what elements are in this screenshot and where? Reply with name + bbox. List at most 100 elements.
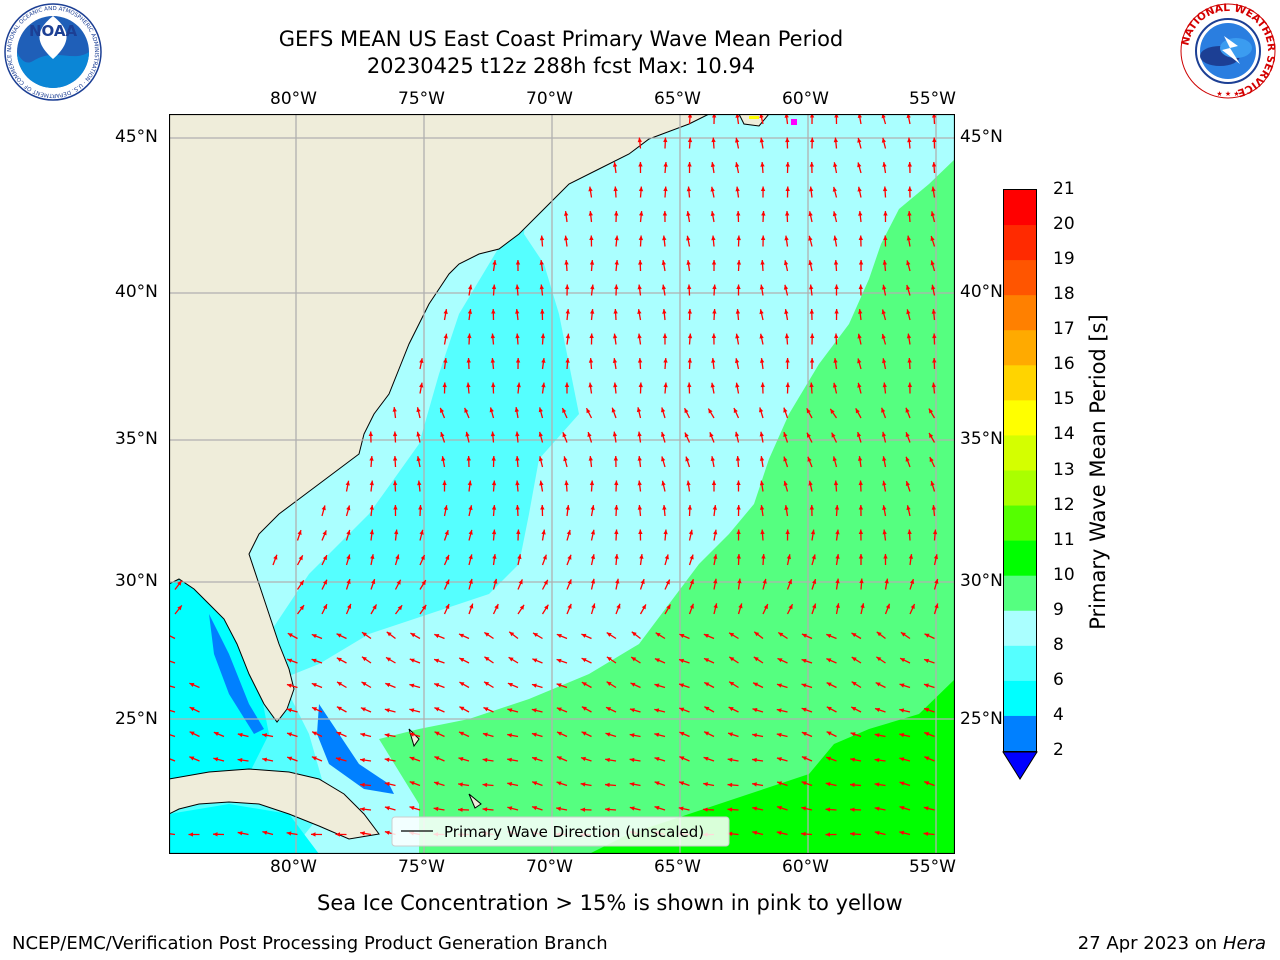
wave-arrow-head [410, 633, 416, 638]
wave-arrow-head [850, 757, 856, 762]
wave-arrow-head [606, 681, 612, 686]
wave-arrow-head [556, 634, 562, 639]
wave-arrow-head [614, 260, 619, 265]
wave-arrow-head [654, 781, 660, 786]
wave-arrow-head [468, 505, 473, 511]
wave-arrow-head [760, 260, 765, 265]
wave-arrow-head [466, 382, 471, 388]
colorbar-tick-label: 19 [1053, 249, 1075, 270]
colorbar-tick-label: 21 [1053, 179, 1075, 199]
wave-arrow-head [361, 632, 367, 637]
wave-arrow-head [384, 781, 390, 787]
wave-arrow-head [565, 284, 570, 290]
wave-arrow-head [565, 333, 571, 339]
wave-arrow-head [640, 579, 645, 585]
wave-arrow-head [934, 603, 939, 609]
wave-arrow-head [906, 505, 911, 511]
wave-arrow-head [606, 632, 612, 637]
wave-arrow-head [737, 578, 742, 584]
wave-arrow-head [541, 382, 546, 388]
wave-arrow-head [581, 706, 587, 711]
wave-arrow-head [540, 333, 546, 339]
wave-arrow-head [785, 211, 790, 216]
wave-arrow-head [538, 431, 543, 437]
colorbar-cell [1003, 435, 1037, 471]
wave-arrow-head [654, 732, 660, 737]
wave-arrow-head [384, 733, 390, 738]
wave-arrow-head [386, 631, 392, 637]
wave-arrow-head [875, 682, 881, 687]
wave-arrow-head [360, 732, 366, 737]
wave-arrow-head [509, 631, 515, 637]
colorbar-tick-label: 15 [1053, 389, 1075, 410]
wave-arrow-head [516, 529, 521, 535]
wave-arrow-head [661, 260, 666, 265]
wave-arrow-head [851, 657, 857, 662]
land-cuba [169, 768, 380, 840]
wave-arrow-head [727, 757, 733, 763]
wave-arrow-head [612, 431, 618, 437]
wave-arrow-head [311, 683, 317, 688]
wave-arrow-head [641, 604, 646, 610]
wave-arrow-head [684, 432, 689, 438]
wave-arrow-head [490, 333, 496, 339]
wave-arrow-head [606, 656, 612, 662]
lat-label-right-35n: 35°N [960, 429, 1003, 449]
ocean-period-2-4 [209, 614, 264, 734]
colorbar-tick-label: 10 [1053, 564, 1075, 585]
wave-arrow-head [287, 756, 293, 761]
wave-arrow-head [711, 358, 716, 363]
wave-arrow-head [703, 633, 709, 638]
wave-arrow-head [759, 309, 764, 315]
wave-arrow-head [832, 186, 837, 192]
wave-arrow-head [833, 480, 839, 486]
map-frame [169, 114, 955, 854]
wave-arrow-head [515, 480, 520, 486]
colorbar [1002, 189, 1038, 780]
wave-arrow-head [762, 578, 767, 584]
wave-arrow-head [906, 333, 912, 339]
wave-arrow-head [629, 782, 635, 787]
wave-arrow-head [177, 580, 182, 586]
wave-arrow-head [752, 830, 758, 836]
wave-arrow-head [564, 211, 569, 216]
wave-arrow-head [556, 683, 562, 688]
wave-arrow-head [544, 604, 549, 610]
wave-arrow-head [443, 505, 448, 511]
wave-arrow-head [663, 137, 668, 143]
wave-arrow-head [785, 358, 790, 363]
wave-arrow-head [661, 407, 666, 413]
wave-arrow-head [637, 431, 642, 437]
wave-arrow-head [733, 407, 738, 413]
wave-arrow-head [776, 732, 782, 738]
wave-arrow-head [213, 731, 219, 737]
wave-arrow-head [629, 733, 635, 738]
wave-arrow-head [713, 603, 718, 609]
wave-arrow-head [311, 658, 317, 663]
wave-arrow-head [613, 309, 618, 314]
chart-subtitle: 20230425 t12z 288h fcst Max: 10.94 [366, 54, 756, 78]
wave-arrow-head [630, 682, 636, 687]
wave-arrow-head [811, 554, 816, 560]
wave-arrow-head [905, 456, 910, 462]
wave-arrow-head [759, 358, 765, 363]
wave-arrow-head [459, 682, 465, 687]
wave-arrow-head [832, 382, 838, 388]
colorbar-cell [1003, 645, 1037, 682]
wave-arrow-head [394, 529, 399, 535]
wave-arrow-head [729, 681, 735, 686]
wave-arrow-head [784, 333, 790, 339]
colorbar-tick-label: 13 [1053, 459, 1075, 480]
wave-arrow-head [776, 757, 782, 762]
wave-arrow-head [565, 358, 570, 363]
wave-arrow-head [736, 529, 741, 535]
wave-arrow-head [443, 309, 448, 314]
wave-arrow-head [679, 633, 685, 638]
wave-arrow-head [686, 260, 691, 265]
wave-arrow-head [709, 432, 714, 438]
wave-arrow-head [704, 731, 710, 736]
wave-arrow-head [809, 382, 814, 388]
wave-arrow-head [443, 358, 448, 363]
wave-arrow-head [832, 211, 838, 217]
wave-arrow-head [882, 260, 888, 265]
